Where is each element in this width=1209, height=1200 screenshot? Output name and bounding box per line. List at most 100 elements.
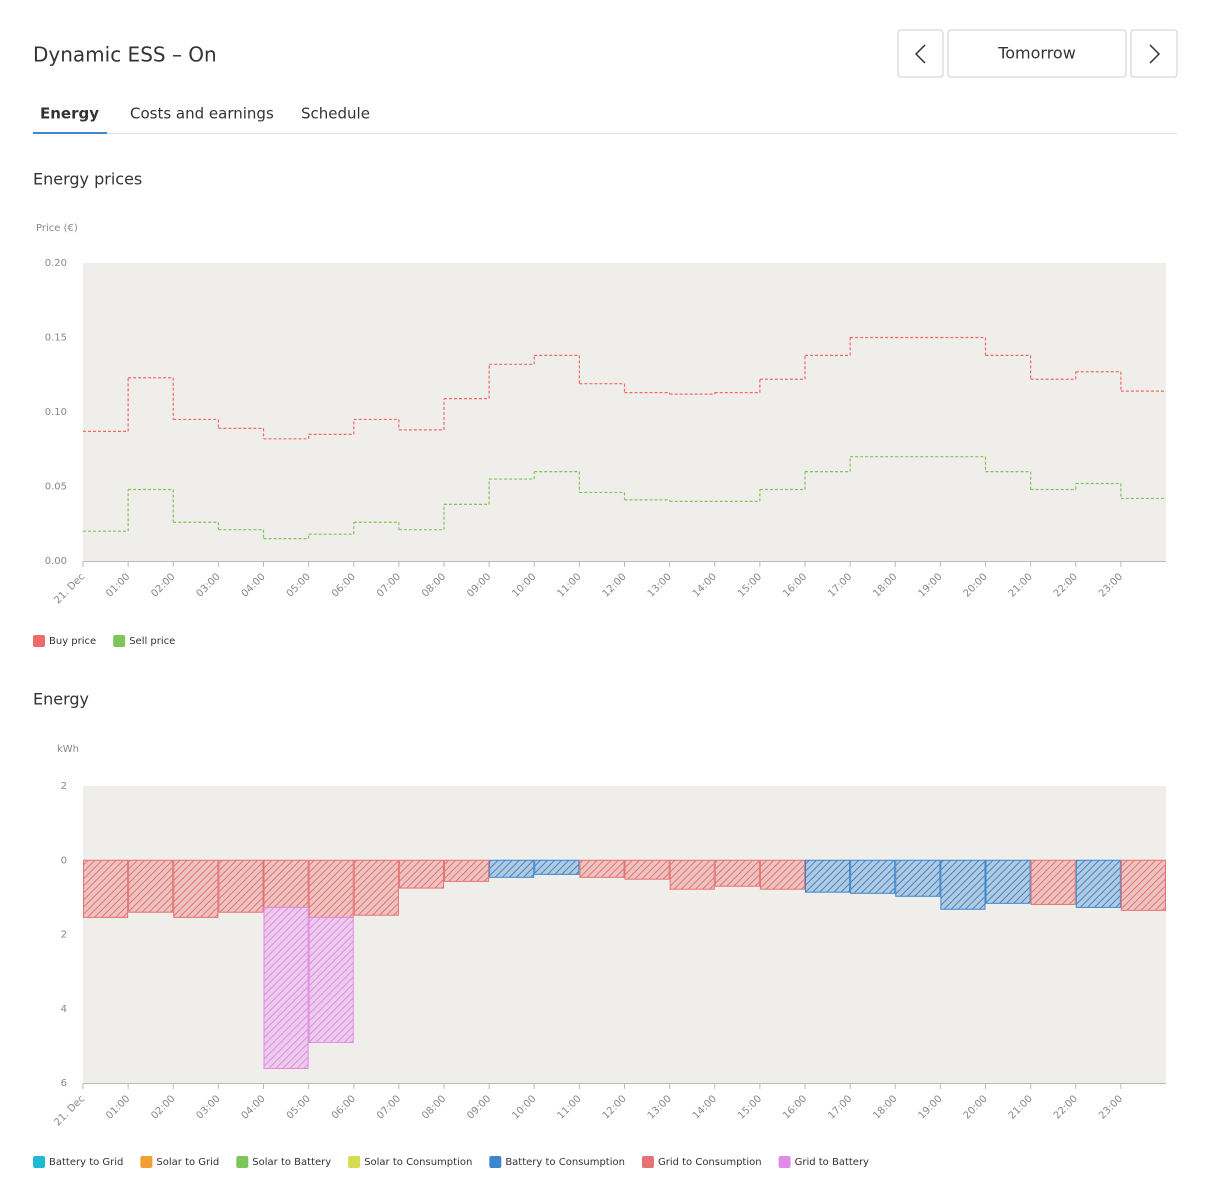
legend-item: Solar to Consumption xyxy=(348,1156,472,1168)
energy-bar xyxy=(1030,859,1076,905)
y-tick-label: 0.20 xyxy=(45,258,67,269)
legend-label: Buy price xyxy=(49,636,96,647)
energy-bar xyxy=(579,859,625,878)
energy-bar xyxy=(1120,859,1166,911)
x-tick-label: 03:00 xyxy=(194,571,222,599)
energy-bar xyxy=(444,859,490,882)
y-axis-label: kWh xyxy=(57,744,79,755)
x-tick-label: 13:00 xyxy=(646,571,674,599)
tab[interactable]: Energy xyxy=(40,105,99,123)
date-label[interactable]: Tomorrow xyxy=(997,44,1076,63)
energy-bar xyxy=(398,859,444,889)
legend-label: Solar to Consumption xyxy=(364,1157,472,1168)
legend-swatch xyxy=(140,1156,153,1168)
button-frame[interactable] xyxy=(897,29,944,78)
x-tick-label: 08:00 xyxy=(420,571,448,599)
y-tick-label: 0.10 xyxy=(45,407,67,418)
x-tick-label: 04:00 xyxy=(240,1093,268,1121)
button-frame[interactable] xyxy=(947,29,1127,78)
x-tick-label: 22:00 xyxy=(1052,571,1080,599)
x-tick-label: 18:00 xyxy=(871,571,899,599)
x-tick-label: 20:00 xyxy=(962,571,990,599)
legend-swatch xyxy=(641,1156,654,1168)
legend-label: Solar to Grid xyxy=(156,1157,219,1168)
x-tick-label: 05:00 xyxy=(285,1093,313,1121)
x-tick-label: 11:00 xyxy=(555,1093,583,1121)
x-tick-label: 14:00 xyxy=(691,1093,719,1121)
x-tick-label: 12:00 xyxy=(601,571,629,599)
legend-swatch xyxy=(778,1156,791,1168)
x-tick-label: 17:00 xyxy=(826,1093,854,1121)
page-title: Dynamic ESS – On xyxy=(33,43,217,67)
button-frame[interactable] xyxy=(1130,29,1178,78)
legend-swatch xyxy=(113,635,126,647)
energy-bar xyxy=(895,859,941,897)
x-tick-label: 19:00 xyxy=(916,1093,944,1121)
x-tick-label: 02:00 xyxy=(149,571,177,599)
legend-item: Grid to Consumption xyxy=(641,1156,762,1168)
energy-bar xyxy=(83,859,129,918)
x-tick-label: 21. Dec xyxy=(52,571,87,606)
y-tick-label: 0 xyxy=(61,855,67,866)
legend-swatch xyxy=(236,1156,249,1168)
x-tick-label: 15:00 xyxy=(736,571,764,599)
y-tick-label: 4 xyxy=(61,1004,67,1015)
legend-item: Solar to Battery xyxy=(236,1156,331,1168)
legend-label: Grid to Consumption xyxy=(658,1157,762,1168)
x-tick-label: 20:00 xyxy=(962,1093,990,1121)
x-tick-label: 05:00 xyxy=(285,571,313,599)
legend-item: Battery to Grid xyxy=(33,1156,123,1168)
legend-swatch xyxy=(348,1156,361,1168)
energy-bar xyxy=(489,859,535,878)
y-tick-label: 2 xyxy=(61,930,67,941)
y-tick-label: 0.15 xyxy=(45,333,67,344)
legend-swatch xyxy=(489,1156,502,1168)
x-tick-label: 23:00 xyxy=(1097,1093,1125,1121)
legend-item: Battery to Consumption xyxy=(489,1156,625,1168)
energy-bar xyxy=(218,859,264,913)
energy-bar xyxy=(1075,859,1121,908)
x-tick-label: 17:00 xyxy=(826,571,854,599)
energy-bar xyxy=(759,859,805,890)
energy-bar xyxy=(173,859,219,918)
chart-title: Energy xyxy=(33,690,89,709)
x-tick-label: 16:00 xyxy=(781,1093,809,1121)
legend-swatch xyxy=(33,635,45,647)
tab[interactable]: Schedule xyxy=(301,105,370,123)
x-tick-label: 19:00 xyxy=(916,571,944,599)
energy-bar xyxy=(985,859,1031,904)
legend-label: Grid to Battery xyxy=(795,1157,869,1168)
legend-item: Sell price xyxy=(113,635,175,647)
x-tick-label: 12:00 xyxy=(601,1093,629,1121)
chevron-right[interactable] xyxy=(1149,44,1161,64)
x-tick-label: 06:00 xyxy=(330,571,358,599)
x-tick-label: 14:00 xyxy=(691,571,719,599)
energy-bar xyxy=(263,906,309,1070)
y-tick-label: 6 xyxy=(61,1078,67,1089)
x-tick-label: 23:00 xyxy=(1097,571,1125,599)
x-tick-label: 21. Dec xyxy=(52,1093,87,1128)
next-button[interactable] xyxy=(1130,29,1178,78)
tab[interactable]: Costs and earnings xyxy=(130,105,274,123)
legend-label: Battery to Consumption xyxy=(505,1157,625,1168)
x-tick-label: 09:00 xyxy=(465,1093,493,1121)
plot-area xyxy=(83,786,1166,1083)
energy-bar xyxy=(669,859,715,890)
chevron-left[interactable] xyxy=(914,44,926,64)
x-tick-label: 10:00 xyxy=(510,571,538,599)
legend-item: Buy price xyxy=(33,635,96,647)
energy-bar xyxy=(128,859,174,913)
energy-bar xyxy=(308,916,354,1044)
energy-bar xyxy=(714,859,760,887)
energy-bar xyxy=(534,859,580,875)
chart: Energy prices Price (€) 0.00 0.05 0.10 0.15 0.… xyxy=(33,170,1166,647)
x-tick-label: 06:00 xyxy=(330,1093,358,1121)
x-tick-label: 21:00 xyxy=(1007,571,1035,599)
date-button[interactable]: Tomorrow xyxy=(947,29,1127,78)
x-tick-label: 04:00 xyxy=(240,571,268,599)
plot-area xyxy=(83,263,1166,561)
prev-button[interactable] xyxy=(897,29,944,78)
x-tick-label: 21:00 xyxy=(1007,1093,1035,1121)
x-tick-label: 18:00 xyxy=(871,1093,899,1121)
